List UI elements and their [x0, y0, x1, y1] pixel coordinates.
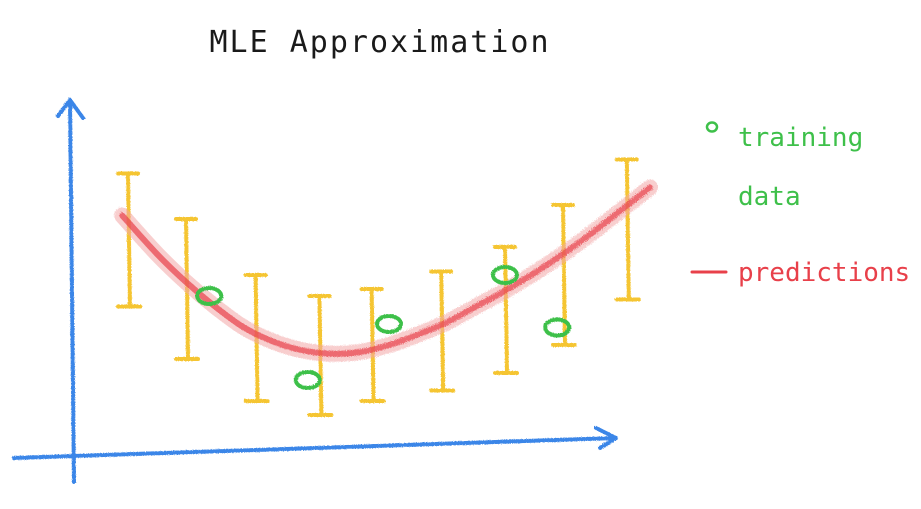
training-point [491, 265, 519, 285]
error-bar [116, 171, 142, 309]
legend-item-training: training data [705, 121, 863, 212]
legend: training data predictions [690, 121, 910, 288]
y-axis-arrow-right [68, 98, 85, 120]
prediction-curve-line [119, 184, 653, 357]
axes [12, 98, 618, 484]
training-point [543, 317, 572, 338]
legend-training-marker [705, 121, 719, 133]
prediction-curve [114, 179, 658, 362]
training-points [195, 265, 572, 390]
x-axis-arrow-down [598, 436, 618, 450]
x-axis [12, 436, 618, 460]
legend-training-label-2: data [738, 182, 801, 212]
error-bar-stem [561, 203, 567, 347]
error-bar [551, 203, 577, 347]
legend-predictions-label: predictions [738, 258, 910, 288]
legend-training-label-1: training [738, 123, 863, 153]
x-axis-arrow-up [594, 426, 618, 440]
error-bar-stem [126, 171, 132, 309]
training-point [293, 370, 322, 390]
legend-item-predictions: predictions [690, 258, 910, 288]
error-bar [614, 157, 641, 302]
error-bar-stem [624, 157, 631, 302]
training-point [195, 286, 224, 306]
y-axis-arrow-left [56, 98, 72, 118]
chart-title: MLE Approximation [209, 25, 550, 60]
y-axis [68, 98, 76, 484]
training-point [375, 314, 403, 334]
